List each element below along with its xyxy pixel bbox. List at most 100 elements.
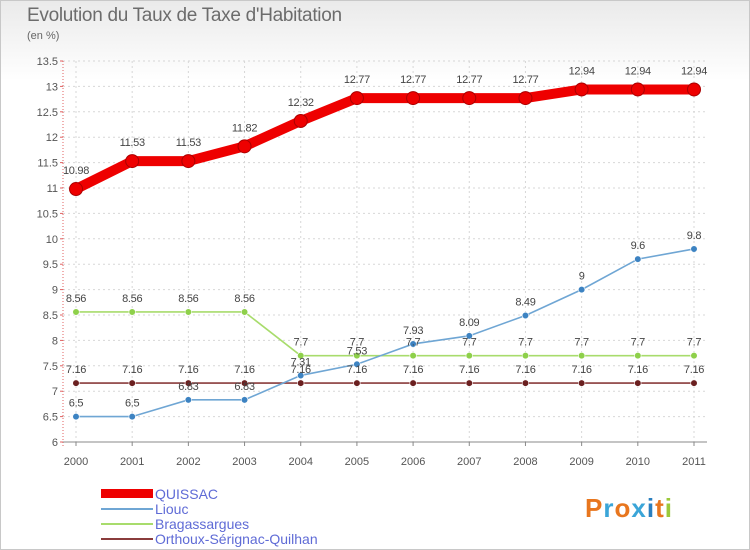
data-point-liouc bbox=[353, 360, 361, 368]
data-label-quissac: 12.77 bbox=[456, 74, 482, 86]
data-label-bragassargues: 7.7 bbox=[350, 337, 365, 349]
data-point-orthoux-s-rignac-quilhan bbox=[465, 379, 473, 387]
legend-item-liouc: Liouc bbox=[101, 500, 189, 517]
data-label-liouc: 7.53 bbox=[347, 345, 367, 357]
data-point-bragassargues bbox=[578, 352, 586, 360]
x-tick-label: 2001 bbox=[120, 456, 144, 468]
chart-title: Evolution du Taux de Taxe d'Habitation bbox=[27, 5, 342, 26]
data-point-liouc bbox=[409, 340, 417, 348]
data-point-orthoux-s-rignac-quilhan bbox=[240, 379, 249, 387]
data-point-liouc bbox=[465, 332, 473, 340]
legend-item-bragassargues: Bragassargues bbox=[101, 515, 250, 532]
data-label-liouc: 9 bbox=[579, 271, 585, 283]
data-label-bragassargues: 8.56 bbox=[66, 293, 86, 305]
data-point-bragassargues bbox=[521, 352, 530, 360]
data-label-liouc: 6.83 bbox=[178, 381, 198, 393]
y-tick-label: 12.5 bbox=[37, 107, 58, 119]
data-label-orthoux-s-rignac-quilhan: 7.16 bbox=[403, 364, 423, 376]
data-label-liouc: 7.93 bbox=[403, 325, 423, 337]
data-label-liouc: 8.49 bbox=[515, 297, 535, 309]
data-label-orthoux-s-rignac-quilhan: 7.16 bbox=[572, 364, 592, 376]
data-label-bragassargues: 7.7 bbox=[518, 337, 533, 349]
data-label-bragassargues: 7.7 bbox=[631, 337, 646, 349]
data-label-orthoux-s-rignac-quilhan: 7.16 bbox=[178, 364, 198, 376]
x-tick-label: 2003 bbox=[232, 456, 256, 468]
data-point-quissac bbox=[462, 91, 477, 106]
x-tick-label: 2008 bbox=[513, 456, 537, 468]
data-point-bragassargues bbox=[72, 308, 80, 316]
x-tick-label: 2009 bbox=[569, 456, 593, 468]
data-point-quissac bbox=[125, 154, 140, 169]
data-point-quissac bbox=[181, 154, 196, 169]
y-tick-label: 10 bbox=[46, 234, 58, 246]
data-label-orthoux-s-rignac-quilhan: 7.16 bbox=[459, 364, 479, 376]
data-point-bragassargues bbox=[297, 352, 305, 360]
data-label-orthoux-s-rignac-quilhan: 7.16 bbox=[234, 364, 254, 376]
y-tick-label: 11.5 bbox=[37, 158, 58, 170]
data-point-quissac bbox=[574, 82, 589, 97]
x-tick-label: 2006 bbox=[401, 456, 425, 468]
legend-label-orthoux: Orthoux-Sérignac-Quilhan bbox=[155, 530, 318, 547]
legend-label-liouc: Liouc bbox=[155, 500, 189, 517]
logo-letter: r bbox=[603, 493, 615, 523]
data-point-liouc bbox=[128, 413, 136, 421]
data-label-liouc: 7.31 bbox=[291, 356, 311, 368]
data-label-quissac: 12.94 bbox=[625, 65, 651, 77]
y-tick-label: 13 bbox=[46, 81, 58, 93]
data-point-liouc bbox=[521, 311, 530, 320]
data-label-quissac: 12.77 bbox=[344, 74, 370, 86]
y-tick-label: 8 bbox=[52, 335, 58, 347]
legend-label-quissac: QUISSAC bbox=[155, 485, 219, 502]
data-label-orthoux-s-rignac-quilhan: 7.16 bbox=[684, 364, 704, 376]
data-point-orthoux-s-rignac-quilhan bbox=[353, 379, 361, 387]
x-tick-label: 2010 bbox=[626, 456, 650, 468]
data-label-bragassargues: 7.7 bbox=[294, 337, 309, 349]
y-tick-label: 6.5 bbox=[43, 412, 58, 424]
data-label-liouc: 6.5 bbox=[125, 398, 140, 410]
data-label-orthoux-s-rignac-quilhan: 7.16 bbox=[122, 364, 142, 376]
legend-label-bragassargues: Bragassargues bbox=[155, 515, 250, 532]
data-label-quissac: 11.53 bbox=[176, 137, 201, 149]
logo-letter: x bbox=[631, 493, 647, 523]
data-label-liouc: 6.83 bbox=[234, 381, 254, 393]
data-point-orthoux-s-rignac-quilhan bbox=[409, 379, 417, 387]
data-label-bragassargues: 7.7 bbox=[462, 337, 477, 349]
data-point-bragassargues bbox=[409, 352, 417, 360]
data-point-liouc bbox=[240, 396, 249, 404]
data-point-orthoux-s-rignac-quilhan bbox=[72, 379, 80, 387]
y-tick-label: 11 bbox=[47, 183, 58, 195]
data-label-quissac: 10.98 bbox=[63, 165, 89, 177]
data-label-orthoux-s-rignac-quilhan: 7.16 bbox=[515, 364, 535, 376]
y-tick-label: 9.5 bbox=[43, 259, 58, 271]
y-tick-label: 9 bbox=[52, 285, 58, 297]
data-label-bragassargues: 7.7 bbox=[687, 337, 702, 349]
y-tick-label: 8.5 bbox=[43, 310, 58, 322]
data-point-quissac bbox=[406, 91, 421, 106]
data-label-bragassargues: 7.7 bbox=[574, 337, 589, 349]
series-line-bragassargues bbox=[76, 311, 694, 357]
series-line-liouc bbox=[76, 248, 695, 418]
data-label-quissac: 11.53 bbox=[120, 137, 145, 149]
data-point-orthoux-s-rignac-quilhan bbox=[297, 379, 305, 387]
series-line-quissac bbox=[71, 84, 699, 195]
data-label-liouc: 9.8 bbox=[687, 230, 702, 242]
data-point-quissac bbox=[687, 82, 701, 97]
data-point-liouc bbox=[184, 396, 192, 404]
data-point-bragassargues bbox=[184, 308, 192, 316]
data-label-bragassargues: 7.7 bbox=[406, 337, 421, 349]
data-label-quissac: 12.94 bbox=[681, 65, 707, 77]
proxiti-logo: Proxiti bbox=[585, 493, 673, 524]
data-point-quissac bbox=[630, 82, 645, 97]
x-tick-label: 2004 bbox=[288, 456, 312, 468]
logo-letter: t bbox=[655, 493, 665, 523]
y-tick-label: 10.5 bbox=[37, 208, 58, 220]
logo-letter: P bbox=[585, 493, 604, 523]
data-label-quissac: 12.77 bbox=[400, 74, 426, 86]
data-label-liouc: 6.5 bbox=[69, 398, 84, 410]
data-label-bragassargues: 8.56 bbox=[234, 293, 254, 305]
data-point-orthoux-s-rignac-quilhan bbox=[690, 379, 698, 387]
y-tick-label: 7.5 bbox=[43, 361, 58, 373]
data-point-quissac bbox=[349, 91, 364, 106]
